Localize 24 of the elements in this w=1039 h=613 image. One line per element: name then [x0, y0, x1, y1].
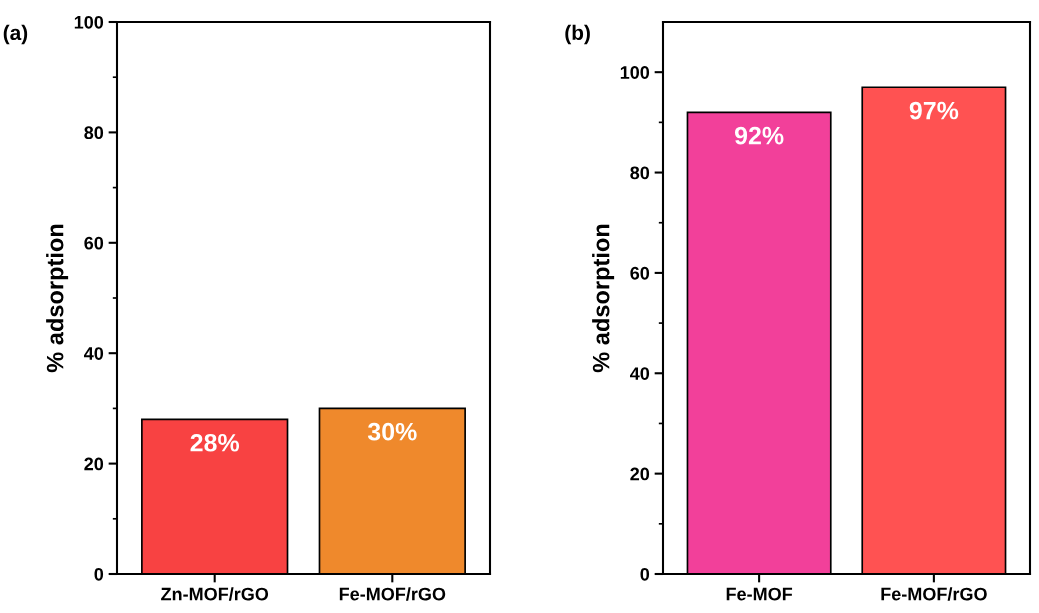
x-tick-label: Fe-MOF	[726, 587, 793, 601]
x-tick-label: Fe-MOF/rGO	[339, 587, 446, 601]
y-tick-label: 20	[630, 467, 650, 481]
y-tick-label: 0	[640, 567, 650, 581]
data-label: 97%	[909, 101, 959, 120]
chart-title: (b)	[565, 24, 590, 45]
y-tick-label: 20	[84, 457, 104, 471]
y-axis-title: % adsorption	[592, 224, 615, 373]
y-tick-label: 40	[84, 347, 104, 360]
y-tick-label: 100	[620, 66, 650, 79]
chart-title: (a)	[3, 24, 28, 45]
y-tick-label: 40	[630, 367, 650, 380]
x-tick-label: Zn-MOF/rGO	[161, 587, 269, 601]
y-tick-label: 100	[74, 15, 104, 29]
y-tick-label: 80	[84, 126, 104, 140]
data-label: 92%	[734, 126, 784, 145]
x-tick-label: Fe-MOF/rGO	[881, 587, 987, 601]
y-tick-label: 0	[94, 567, 104, 581]
data-label: 28%	[190, 433, 240, 452]
data-label: 30%	[367, 422, 417, 441]
y-axis-title: % adsorption	[46, 224, 69, 373]
y-tick-label: 80	[630, 166, 650, 180]
y-tick-label: 60	[630, 266, 650, 280]
y-tick-label: 60	[84, 236, 104, 250]
